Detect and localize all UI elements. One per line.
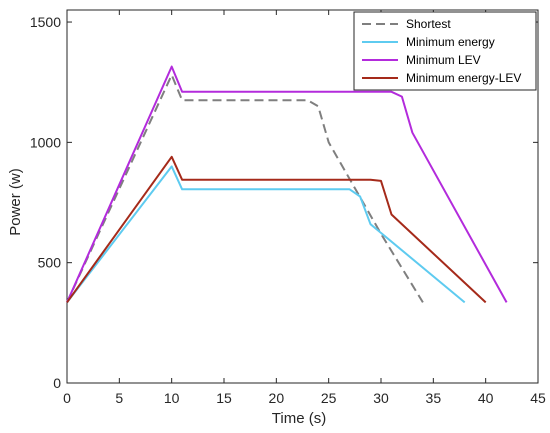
x-tick-label: 5 (115, 390, 123, 406)
series-line-minimum-energy-lev (66, 155, 487, 304)
x-tick-label: 30 (373, 390, 389, 406)
x-tick-label: 35 (426, 390, 442, 406)
x-tick-label: 10 (164, 390, 180, 406)
x-tick-label: 45 (530, 390, 546, 406)
x-tick-label: 25 (321, 390, 337, 406)
series-line-minimum-energy (66, 165, 466, 304)
legend-label: Shortest (406, 17, 451, 31)
y-tick-label: 500 (38, 255, 62, 271)
y-tick-label: 0 (53, 375, 61, 391)
legend: Shortest Minimum energy Minimum LEV Minimum… (353, 11, 537, 91)
legend-label: Minimum LEV (406, 53, 481, 67)
series-group (66, 65, 508, 304)
x-axis-label: Time (s) (272, 410, 326, 427)
legend-label: Minimum energy-LEV (406, 71, 521, 85)
y-tick-label: 1000 (30, 134, 61, 150)
series-line-shortest (66, 74, 424, 303)
legend-label: Minimum energy (406, 35, 495, 49)
x-tick-label: 0 (63, 390, 71, 406)
series-line-minimum-lev (66, 65, 508, 303)
y-axis-label: Power (w) (7, 168, 24, 236)
axis-ticks: 0 5 10 15 20 25 30 35 40 45 0 500 1000 1500 (30, 10, 546, 406)
x-tick-label: 40 (478, 390, 494, 406)
x-tick-label: 20 (269, 390, 285, 406)
y-tick-label: 1500 (30, 14, 61, 30)
x-tick-label: 15 (216, 390, 232, 406)
